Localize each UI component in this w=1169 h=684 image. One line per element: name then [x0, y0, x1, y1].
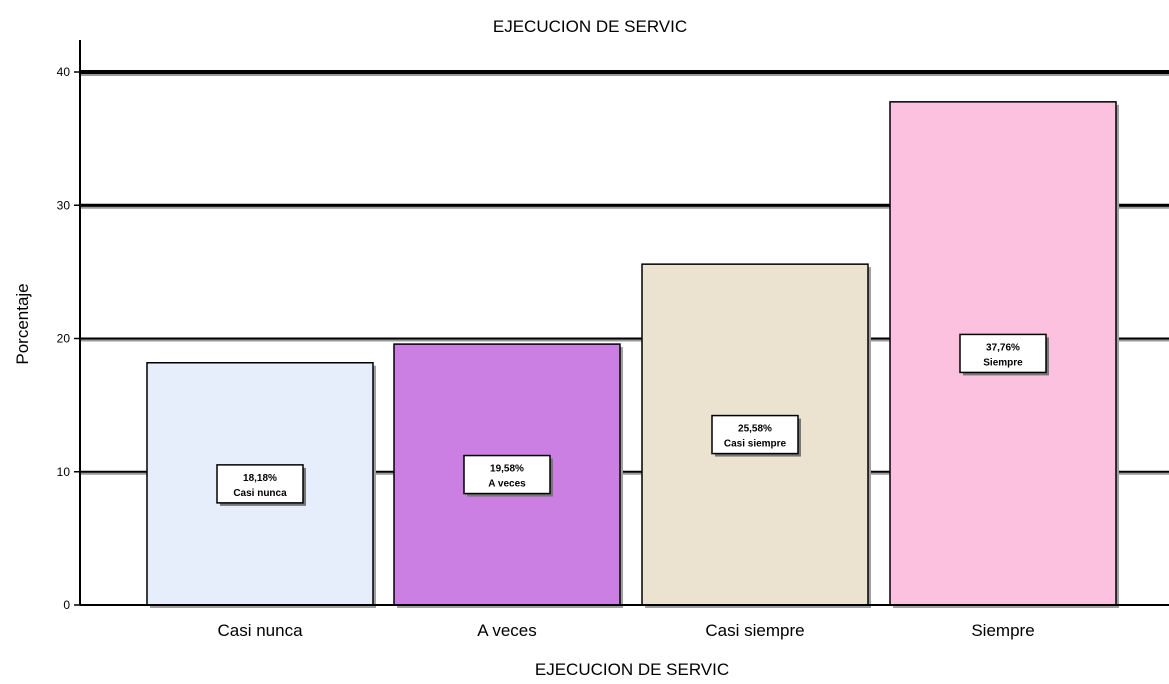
y-tick-label: 10 [57, 465, 71, 479]
x-tick-label: Casi nunca [217, 621, 303, 640]
x-axis-label: EJECUCION DE SERVIC [535, 660, 729, 679]
y-axis-label: Porcentaje [13, 283, 32, 364]
data-label: Casi siempre [724, 439, 787, 450]
data-label-box [216, 464, 304, 504]
data-labels: 18,18% Casi nunca 19,58% A veces 25,58% Casi … [216, 333, 1049, 506]
y-tick-label: 30 [57, 198, 71, 212]
x-tick-label: A veces [477, 621, 537, 640]
y-tick-label: 0 [63, 598, 70, 612]
data-label-box [463, 454, 551, 495]
data-label: 25,58% [738, 424, 772, 435]
x-tick-label: Casi siempre [705, 621, 804, 640]
y-tick-label: 40 [57, 65, 71, 79]
x-tick-label: Siempre [971, 621, 1034, 640]
data-label: 18,18% [243, 473, 277, 484]
data-label: 37,76% [986, 342, 1020, 353]
data-label: Siempre [983, 357, 1023, 368]
data-label-box [959, 333, 1047, 374]
data-label: Casi nunca [233, 488, 287, 499]
data-label: 19,58% [490, 464, 524, 475]
data-label: A veces [488, 479, 526, 490]
y-tick-label: 20 [57, 332, 71, 346]
axes: Casi nunca A veces Casi siempre Siempre 0 10 2… [57, 40, 1169, 640]
data-label-box [711, 414, 799, 455]
chart-title: EJECUCION DE SERVIC [493, 17, 687, 36]
